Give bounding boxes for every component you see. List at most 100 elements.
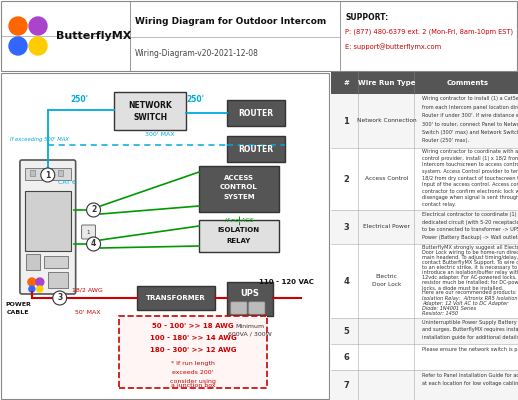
Text: ROUTER: ROUTER [238, 108, 274, 118]
Text: Access Control: Access Control [365, 176, 408, 182]
Text: P: (877) 480-6379 ext. 2 (Mon-Fri, 8am-10pm EST): P: (877) 480-6379 ext. 2 (Mon-Fri, 8am-1… [345, 29, 513, 35]
FancyBboxPatch shape [331, 318, 517, 344]
Text: at each location for low voltage cabling.: at each location for low voltage cabling… [422, 381, 518, 386]
Text: ButterflyMX: ButterflyMX [56, 31, 132, 41]
Text: 5: 5 [343, 326, 349, 336]
Text: NETWORK: NETWORK [128, 102, 172, 110]
FancyBboxPatch shape [331, 244, 517, 318]
Circle shape [37, 286, 43, 292]
Text: Electrical Power: Electrical Power [363, 224, 410, 230]
FancyBboxPatch shape [1, 1, 517, 71]
Text: ROUTER: ROUTER [238, 144, 274, 154]
Text: contractor to confirm electronic lock will: contractor to confirm electronic lock wi… [422, 188, 518, 194]
Text: SWITCH: SWITCH [133, 112, 167, 122]
Circle shape [9, 17, 27, 35]
FancyBboxPatch shape [331, 148, 517, 210]
Text: Wiring-Diagram-v20-2021-12-08: Wiring-Diagram-v20-2021-12-08 [135, 50, 259, 58]
Text: Refer to Panel Installation Guide for additional details. Leave 6' service loop: Refer to Panel Installation Guide for ad… [422, 373, 518, 378]
Text: Router (250' max).: Router (250' max). [422, 138, 469, 143]
Text: Wiring contractor to coordinate with access: Wiring contractor to coordinate with acc… [422, 150, 518, 154]
Text: disengage when signal is sent through dry: disengage when signal is sent through dr… [422, 195, 518, 200]
Text: Minimum: Minimum [235, 324, 264, 328]
Text: * If run length: * If run length [171, 362, 215, 366]
FancyBboxPatch shape [20, 160, 76, 294]
Text: Switch (300' max) and Network Switch to: Switch (300' max) and Network Switch to [422, 130, 518, 135]
FancyBboxPatch shape [26, 254, 40, 270]
FancyBboxPatch shape [44, 170, 49, 176]
FancyBboxPatch shape [227, 282, 273, 316]
Text: Network Connection: Network Connection [356, 118, 416, 124]
Text: 18/2 from dry contact of touchscreen to REX: 18/2 from dry contact of touchscreen to … [422, 176, 518, 180]
Text: Uninterruptible Power Supply Battery Backup. To prevent voltage drops: Uninterruptible Power Supply Battery Bac… [422, 320, 518, 325]
FancyBboxPatch shape [199, 220, 279, 252]
FancyBboxPatch shape [25, 191, 70, 251]
Text: Door Lock wiring to be home-run directly to: Door Lock wiring to be home-run directly… [422, 250, 518, 255]
Circle shape [29, 37, 47, 55]
Text: 7: 7 [343, 380, 349, 390]
Circle shape [29, 17, 47, 35]
Text: Diode: 1N4001 Series: Diode: 1N4001 Series [422, 306, 477, 311]
Text: Power (Battery Backup) -> Wall outlet: Power (Battery Backup) -> Wall outlet [422, 235, 518, 240]
Text: resistor much be installed; for DC-powered: resistor much be installed; for DC-power… [422, 280, 518, 285]
Text: installation guide for additional details).: installation guide for additional detail… [422, 335, 518, 340]
Text: ACCESS: ACCESS [224, 175, 254, 181]
FancyBboxPatch shape [331, 344, 517, 370]
Circle shape [87, 203, 100, 217]
Text: Please ensure the network switch is properly grounded.: Please ensure the network switch is prop… [422, 346, 518, 352]
Text: RELAY: RELAY [227, 238, 251, 244]
Text: 50 - 100' >> 18 AWG: 50 - 100' >> 18 AWG [152, 323, 234, 329]
Text: Electrical contractor to coordinate (1): Electrical contractor to coordinate (1) [422, 212, 517, 217]
Text: 300' to router, connect Panel to Network: 300' to router, connect Panel to Network [422, 122, 518, 126]
Text: a junction box: a junction box [171, 382, 215, 388]
Text: control provider, install (1) x 18/2 from each: control provider, install (1) x 18/2 fro… [422, 156, 518, 161]
Text: 1: 1 [45, 170, 50, 180]
Circle shape [36, 278, 44, 286]
Text: to an electric strike, it is necessary to: to an electric strike, it is necessary t… [422, 265, 517, 270]
Circle shape [9, 37, 27, 55]
FancyBboxPatch shape [227, 100, 285, 126]
FancyBboxPatch shape [331, 72, 517, 94]
Text: CAT 6: CAT 6 [57, 180, 76, 184]
Text: CABLE: CABLE [7, 310, 29, 314]
Text: 18/2 AWG: 18/2 AWG [72, 288, 103, 292]
Text: 1: 1 [343, 116, 349, 126]
Text: 3: 3 [57, 294, 62, 302]
FancyBboxPatch shape [82, 225, 95, 239]
Text: 250': 250' [70, 96, 89, 104]
FancyBboxPatch shape [114, 92, 186, 130]
Text: 3: 3 [343, 222, 349, 232]
Text: POWER: POWER [5, 302, 31, 306]
Text: Door Lock: Door Lock [371, 282, 401, 288]
Text: to be connected to transformer -> UPS: to be connected to transformer -> UPS [422, 227, 518, 232]
Text: locks, a diode must be installed.: locks, a diode must be installed. [422, 285, 503, 290]
Text: 600VA / 300W: 600VA / 300W [228, 332, 272, 336]
FancyBboxPatch shape [25, 168, 70, 180]
Text: 110 - 120 VAC: 110 - 120 VAC [259, 279, 314, 285]
Text: Intercom touchscreen to access controller: Intercom touchscreen to access controlle… [422, 162, 518, 168]
Text: 12vdc adapter. For AC-powered locks, a: 12vdc adapter. For AC-powered locks, a [422, 275, 518, 280]
FancyBboxPatch shape [48, 272, 68, 288]
Text: introduce an isolation/buffer relay with a: introduce an isolation/buffer relay with… [422, 270, 518, 275]
Text: E: support@butterflymx.com: E: support@butterflymx.com [345, 44, 441, 50]
Text: 250': 250' [186, 96, 204, 104]
FancyBboxPatch shape [1, 73, 329, 399]
Text: 2: 2 [91, 206, 96, 214]
Circle shape [53, 291, 67, 305]
Text: Isolation Relay:  Altronix RR5 Isolation Relay: Isolation Relay: Altronix RR5 Isolation … [422, 296, 518, 300]
Text: If exceeding 500' MAX: If exceeding 500' MAX [10, 138, 69, 142]
Text: #: # [343, 80, 349, 86]
Text: contact relay.: contact relay. [422, 202, 456, 207]
Text: 1: 1 [87, 230, 90, 234]
Text: SUPPORT:: SUPPORT: [345, 12, 388, 22]
Text: Electric: Electric [376, 274, 397, 280]
Circle shape [28, 278, 36, 286]
Text: Input of the access control. Access control: Input of the access control. Access cont… [422, 182, 518, 187]
Text: Resistor: 1450: Resistor: 1450 [422, 311, 458, 316]
FancyBboxPatch shape [199, 166, 279, 212]
FancyBboxPatch shape [120, 316, 267, 388]
Text: Router if under 300'. If wire distance exceeds: Router if under 300'. If wire distance e… [422, 113, 518, 118]
FancyBboxPatch shape [30, 170, 35, 176]
Text: exceeds 200': exceeds 200' [172, 370, 214, 376]
FancyBboxPatch shape [249, 302, 265, 314]
Text: dedicated circuit (with 5-20 receptacle). Panel: dedicated circuit (with 5-20 receptacle)… [422, 220, 518, 224]
